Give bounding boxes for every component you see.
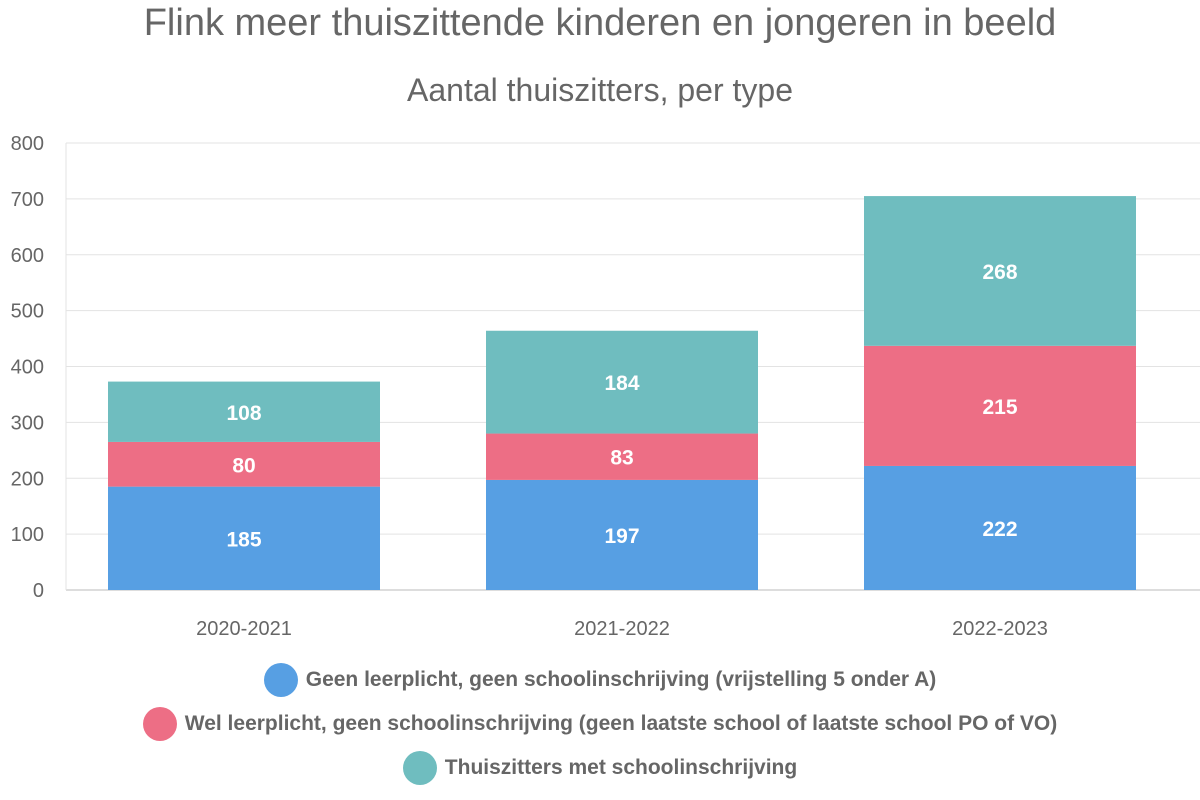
- legend-item[interactable]: Thuiszitters met schoolinschrijving: [0, 746, 1200, 790]
- x-tick-label: 2020-2021: [196, 618, 292, 640]
- data-label: 268: [982, 261, 1017, 284]
- y-tick-label: 500: [11, 301, 44, 323]
- data-labels: 185 80 108 197 83 184 222 215 268: [226, 261, 1017, 551]
- legend-label: Wel leerplicht, geen schoolinschrijving …: [184, 712, 1058, 735]
- data-label: 215: [982, 396, 1017, 419]
- bar-segment: [108, 441, 380, 487]
- x-tick-label: 2021-2022: [574, 618, 670, 640]
- legend: Geen leerplicht, geen schoolinschrijving…: [0, 658, 1200, 790]
- y-tick-label: 600: [11, 245, 44, 267]
- data-label: 184: [604, 372, 639, 395]
- x-tick-label: 2022-2023: [952, 618, 1048, 640]
- legend-swatch: [142, 707, 177, 741]
- y-tick-label: 200: [11, 468, 44, 490]
- y-tick-label: 800: [11, 133, 44, 155]
- bar-segment: [864, 465, 1136, 590]
- data-label: 222: [982, 518, 1017, 541]
- bar-segment: [486, 433, 758, 480]
- chart-title: Flink meer thuiszittende kinderen en jon…: [143, 2, 1057, 44]
- bar-segment: [864, 196, 1136, 346]
- data-label: 80: [232, 454, 255, 477]
- legend-label: Geen leerplicht, geen schoolinschrijving…: [305, 668, 937, 691]
- legend-item[interactable]: Wel leerplicht, geen schoolinschrijving …: [0, 702, 1200, 746]
- chart-subtitle: Aantal thuiszitters, per type: [407, 72, 793, 108]
- y-tick-label: 400: [11, 357, 44, 379]
- legend-swatch: [402, 751, 437, 785]
- legend-swatch: [263, 663, 298, 697]
- bar-segment: [864, 345, 1136, 466]
- data-label: 108: [226, 402, 261, 425]
- bar-segment: [108, 486, 380, 590]
- bars: [108, 196, 1136, 590]
- bar-chart: 0 100 200 300 400 500 600 700 800 2020-2021 2021-2…: [11, 133, 1200, 640]
- data-label: 83: [610, 447, 633, 470]
- data-label: 185: [226, 528, 261, 551]
- y-tick-label: 0: [33, 580, 44, 602]
- data-label: 197: [604, 525, 639, 548]
- y-tick-label: 300: [11, 412, 44, 434]
- y-tick-label: 700: [11, 189, 44, 211]
- y-tick-label: 100: [11, 524, 44, 546]
- bar-segment: [486, 330, 758, 434]
- axes: 0 100 200 300 400 500 600 700 800 2020-2021 2021-2…: [11, 133, 1048, 640]
- bar-segment: [108, 381, 380, 442]
- legend-label: Thuiszitters met schoolinschrijving: [444, 756, 798, 779]
- legend-item[interactable]: Geen leerplicht, geen schoolinschrijving…: [0, 658, 1200, 702]
- bar-segment: [486, 479, 758, 590]
